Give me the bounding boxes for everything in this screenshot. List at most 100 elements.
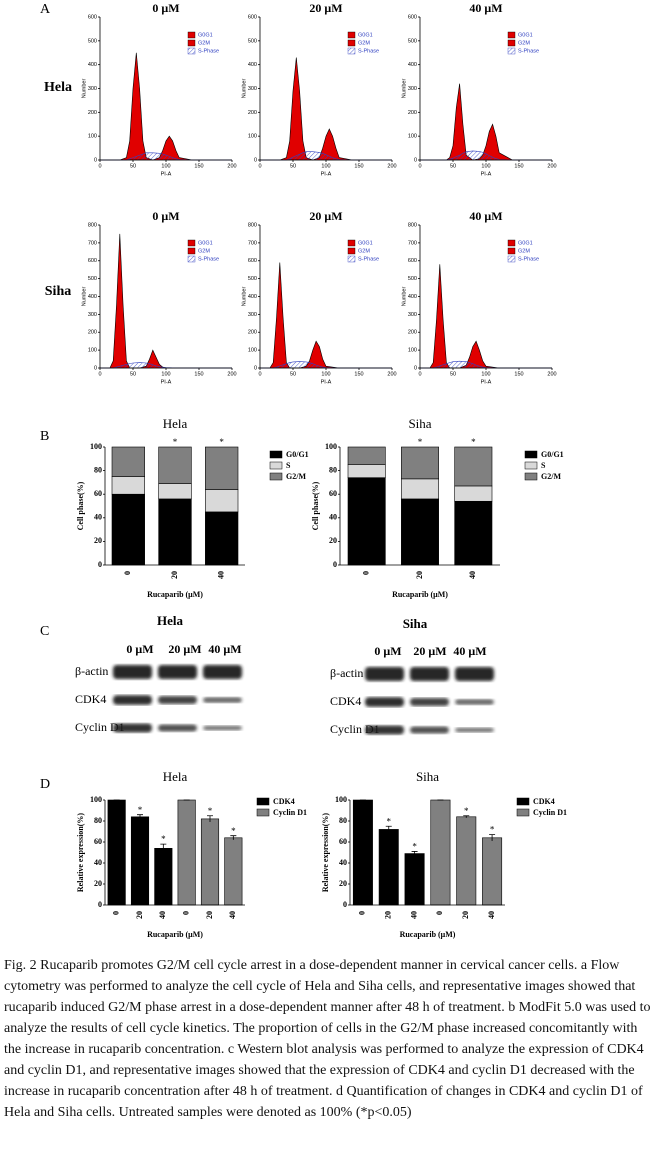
y-axis-label: Number (401, 287, 407, 307)
y-tick-label: 80 (94, 465, 102, 474)
x-tick-label: 20 (461, 911, 470, 919)
y-tick-label: 200 (248, 330, 257, 336)
legend-label: CDK4 (533, 797, 555, 806)
bar (347, 477, 386, 566)
bar (456, 816, 477, 906)
legend-label: G0G1 (518, 32, 533, 38)
histogram-area (100, 233, 232, 369)
y-tick-label: 60 (339, 837, 347, 846)
x-tick-label: 150 (514, 371, 523, 377)
legend-label: Cyclin D1 (533, 808, 567, 817)
legend-label: G0G1 (358, 240, 373, 246)
x-tick-label: 100 (481, 371, 490, 377)
blot-band (158, 665, 197, 679)
x-tick-label: 50 (290, 163, 296, 169)
blot-band (455, 699, 494, 705)
legend-label: G2/M (286, 472, 306, 481)
y-tick-label: 400 (248, 294, 257, 300)
significance-marker: * (161, 834, 166, 844)
x-tick-label: 0 (258, 163, 261, 169)
error-bar (385, 825, 392, 833)
legend-swatch (269, 461, 283, 470)
x-tick-label: 0 (358, 911, 367, 915)
blot-band (365, 697, 404, 707)
y-tick-label: 100 (408, 348, 417, 354)
bar (378, 829, 399, 906)
lane-label: 40 μM (453, 644, 486, 658)
legend-label: S-Phase (358, 256, 379, 262)
legend-label: G2M (518, 248, 530, 254)
legend-label: S-Phase (518, 256, 539, 262)
lane-label: 20 μM (168, 642, 201, 656)
y-tick-label: 600 (88, 14, 97, 20)
y-tick-label: 0 (94, 157, 97, 163)
chart-title: 20 μM (309, 209, 342, 223)
y-tick-label: 20 (329, 536, 337, 545)
legend-label: G2M (358, 248, 370, 254)
x-tick-label: 200 (547, 163, 556, 169)
legend-label: S-Phase (518, 48, 539, 54)
significance-marker: * (138, 805, 143, 815)
y-tick-label: 40 (339, 858, 347, 867)
y-tick-label: 500 (88, 276, 97, 282)
y-tick-label: 0 (254, 157, 257, 163)
lane-label: 20 μM (413, 644, 446, 658)
x-tick-label: 20 (135, 911, 144, 919)
y-tick-label: 80 (329, 465, 337, 474)
y-tick-label: 600 (408, 258, 417, 264)
x-axis-label: PI-A (481, 171, 492, 177)
row-label: β-actin (330, 666, 363, 680)
legend-label: G0G1 (358, 32, 373, 38)
y-tick-label: 0 (98, 900, 102, 909)
legend-label: G0/G1 (286, 450, 309, 459)
legend-swatch (507, 39, 516, 47)
y-tick-label: 500 (408, 276, 417, 282)
y-tick-label: 800 (248, 222, 257, 228)
bar (347, 464, 386, 478)
legend-swatch (516, 797, 530, 806)
x-tick-label: 200 (547, 371, 556, 377)
y-tick-label: 600 (248, 258, 257, 264)
chart-title: Siha (408, 416, 431, 431)
bar (177, 799, 196, 906)
legend-label: G0G1 (518, 240, 533, 246)
histogram-area (260, 151, 392, 161)
y-tick-label: 200 (408, 110, 417, 116)
legend-swatch (269, 450, 283, 459)
y-tick-label: 700 (88, 240, 97, 246)
row-label: β-actin (75, 664, 108, 678)
x-tick-label: 200 (227, 163, 236, 169)
y-tick-label: 500 (408, 38, 417, 44)
y-tick-label: 400 (248, 62, 257, 68)
legend-label: Cyclin D1 (273, 808, 307, 817)
x-tick-label: 150 (354, 163, 363, 169)
x-axis-label: Rucaparib (μM) (392, 590, 448, 599)
y-tick-label: 300 (88, 86, 97, 92)
lane-label: 0 μM (126, 642, 153, 656)
legend-label: G2M (198, 40, 210, 46)
y-tick-label: 400 (408, 294, 417, 300)
y-tick-label: 0 (94, 365, 97, 371)
legend-swatch (507, 47, 516, 55)
y-tick-label: 300 (408, 312, 417, 318)
y-tick-label: 300 (248, 312, 257, 318)
legend-label: S (286, 461, 291, 470)
y-tick-label: 20 (339, 879, 347, 888)
blot-band (113, 665, 152, 679)
legend-swatch (187, 247, 196, 255)
y-tick-label: 300 (408, 86, 417, 92)
legend-swatch (256, 797, 270, 806)
blot-band (113, 723, 152, 733)
y-tick-label: 60 (94, 489, 102, 498)
row-label: Hela (44, 80, 72, 95)
x-tick-label: 0 (418, 371, 421, 377)
y-tick-label: 80 (339, 816, 347, 825)
x-axis-label: PI-A (161, 379, 172, 385)
y-tick-label: 300 (88, 312, 97, 318)
bar (154, 847, 173, 906)
y-tick-label: 500 (88, 38, 97, 44)
x-tick-label: 0 (98, 163, 101, 169)
blot-band (113, 695, 152, 705)
legend-label: G2M (358, 40, 370, 46)
